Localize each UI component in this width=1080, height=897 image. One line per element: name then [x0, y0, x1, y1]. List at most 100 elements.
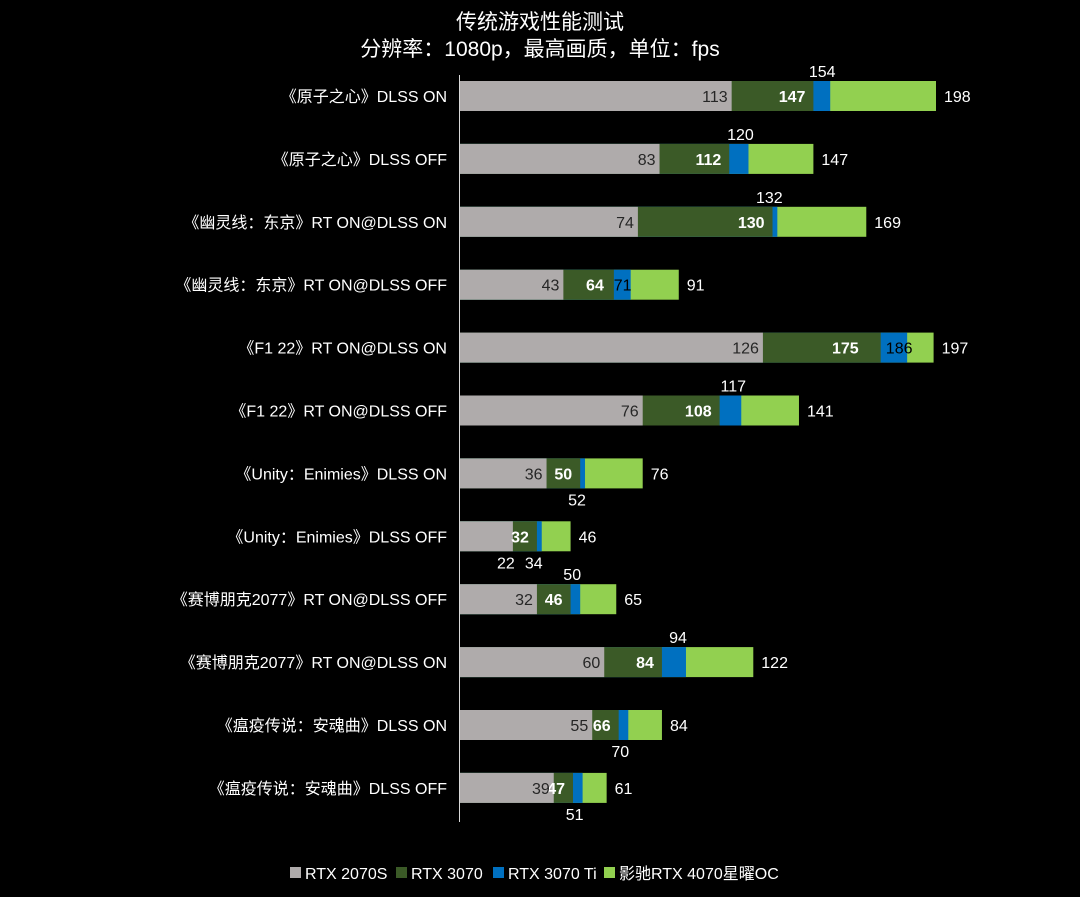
category-row: 《原子之心》DLSS OFF 147 120 112 83 [273, 127, 848, 174]
data-label-3070ti: 71 [614, 278, 632, 295]
data-label-2070s: 74 [616, 215, 634, 232]
bar-rtx-2070s [460, 584, 537, 615]
data-label-4070: 141 [807, 404, 834, 421]
data-label-3070: 32 [511, 529, 529, 546]
legend: RTX 2070S RTX 3070 RTX 3070 Ti 影驰RTX 4070星曜… [290, 865, 779, 883]
category-row: 《F1 22》RT ON@DLSS OFF 141 117 108 76 [230, 379, 834, 426]
data-label-3070: 108 [685, 404, 712, 421]
bar-rtx-2070s [460, 143, 660, 174]
data-label-3070: 46 [545, 592, 563, 609]
category-row: 《Unity：Enimies》DLSS ON 76 52 50 36 [235, 458, 669, 509]
data-label-2070s: 76 [621, 404, 639, 421]
data-label-2070s: 55 [570, 718, 588, 735]
category-label: 《原子之心》DLSS OFF [273, 151, 447, 169]
legend-swatch [604, 867, 615, 878]
category-row: 《Unity：Enimies》DLSS OFF 46 34 32 22 [227, 521, 596, 572]
data-label-2070s: 32 [515, 592, 533, 609]
data-label-2070s: 36 [525, 466, 543, 483]
legend-swatch [396, 867, 407, 878]
category-label: 《瘟疫传说：安魂曲》DLSS OFF [209, 780, 447, 798]
category-row: 《幽灵线：东京》RT ON@DLSS ON 169 132 130 74 [183, 190, 901, 237]
data-label-4070: 65 [624, 592, 642, 609]
legend-item: 影驰RTX 4070星曜OC [604, 865, 779, 883]
data-label-3070ti: 50 [563, 567, 581, 584]
category-label: 《F1 22》RT ON@DLSS ON [238, 341, 447, 358]
data-label-4070: 46 [579, 529, 597, 546]
data-label-3070: 66 [593, 718, 611, 735]
data-label-4070: 197 [942, 341, 969, 358]
category-label: 《幽灵线：东京》RT ON@DLSS OFF [175, 277, 447, 295]
bar-rtx-2070s [460, 395, 643, 426]
category-label: 《Unity：Enimies》DLSS ON [235, 466, 447, 483]
data-label-2070s: 126 [732, 341, 759, 358]
data-label-3070ti: 51 [566, 807, 584, 824]
data-label-4070: 61 [615, 781, 633, 798]
category-row: 《幽灵线：东京》RT ON@DLSS OFF 91 71 64 43 [175, 269, 705, 300]
data-label-4070: 122 [761, 655, 788, 672]
data-label-3070: 175 [832, 341, 859, 358]
data-label-3070: 84 [636, 655, 654, 672]
data-label-3070ti: 52 [568, 492, 586, 509]
data-label-3070ti: 154 [809, 64, 836, 81]
chart-subtitle: 分辨率：1080p，最高画质，单位：fps [360, 38, 719, 61]
data-label-3070ti: 132 [756, 190, 783, 207]
data-label-3070: 112 [695, 152, 721, 169]
data-label-3070ti: 70 [611, 744, 629, 761]
legend-label: RTX 2070S [305, 866, 387, 883]
chart-title: 传统游戏性能测试 [456, 11, 624, 34]
data-label-4070: 91 [687, 278, 705, 295]
data-label-3070ti: 117 [721, 379, 747, 396]
bar-rtx-2070s [460, 521, 513, 552]
category-label: 《Unity：Enimies》DLSS OFF [227, 529, 447, 546]
bar-rtx-2070s [460, 772, 554, 803]
bar-rtx-2070s [460, 710, 593, 740]
data-label-3070ti: 120 [727, 127, 754, 144]
data-label-3070: 147 [779, 89, 806, 106]
legend-label: RTX 3070 [411, 866, 483, 883]
data-label-3070ti: 186 [886, 341, 913, 358]
data-label-4070: 84 [670, 718, 688, 735]
legend-item: RTX 3070 Ti [493, 866, 597, 883]
data-label-3070: 47 [547, 781, 565, 798]
category-label: 《赛博朋克2077》RT ON@DLSS OFF [172, 590, 447, 609]
data-label-3070: 50 [554, 466, 572, 483]
bar-rtx-2070s [460, 458, 547, 489]
legend-label: RTX 3070 Ti [508, 866, 597, 883]
bar-rtx-2070s [460, 81, 732, 111]
data-label-4070: 198 [944, 89, 971, 106]
legend-item: RTX 3070 [396, 866, 483, 883]
data-label-2070s: 43 [542, 278, 560, 295]
data-label-4070: 76 [651, 466, 669, 483]
category-label: 《原子之心》DLSS ON [281, 88, 447, 106]
legend-swatch [493, 867, 504, 878]
data-label-2070s: 22 [497, 555, 515, 572]
legend-swatch [290, 867, 301, 878]
category-row: 《F1 22》RT ON@DLSS ON 197 186 175 126 [238, 332, 969, 363]
bar-rtx-2070s [460, 206, 638, 237]
legend-label: 影驰RTX 4070星曜OC [619, 865, 779, 883]
data-label-2070s: 83 [638, 152, 656, 169]
data-label-3070: 64 [586, 278, 604, 295]
data-label-2070s: 113 [702, 89, 728, 106]
data-label-3070ti: 94 [669, 630, 687, 647]
category-label: 《F1 22》RT ON@DLSS OFF [230, 404, 447, 421]
category-label: 《赛博朋克2077》RT ON@DLSS ON [180, 653, 447, 672]
bar-rtx-2070s [460, 332, 763, 363]
category-label: 《幽灵线：东京》RT ON@DLSS ON [183, 214, 447, 232]
bar-rtx-2070s [460, 269, 564, 300]
data-label-4070: 169 [874, 215, 901, 232]
data-label-3070ti: 34 [525, 555, 543, 572]
legend-item: RTX 2070S [290, 866, 387, 883]
category-row: 《赛博朋克2077》RT ON@DLSS ON 122 94 84 60 [180, 630, 788, 678]
data-label-3070: 130 [738, 215, 765, 232]
data-label-4070: 147 [821, 152, 848, 169]
data-label-2070s: 39 [532, 781, 550, 798]
data-label-2070s: 60 [582, 655, 600, 672]
category-label: 《瘟疫传说：安魂曲》DLSS ON [217, 717, 447, 735]
